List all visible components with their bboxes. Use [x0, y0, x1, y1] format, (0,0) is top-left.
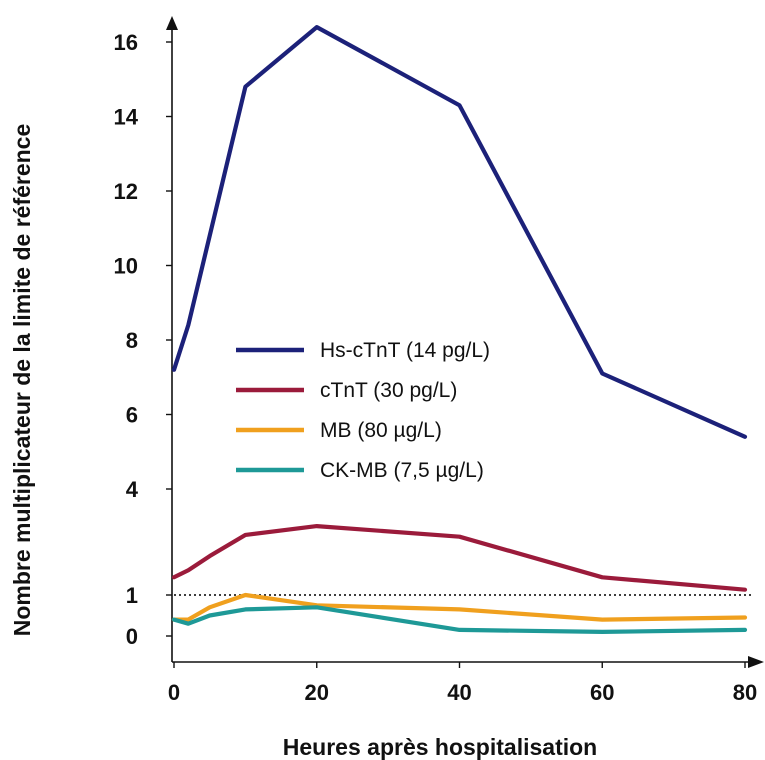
y-tick-label: 4	[126, 477, 139, 502]
y-tick-label: 10	[114, 254, 138, 279]
x-tick-label: 80	[733, 680, 757, 705]
legend-label-3: MB (80 µg/L)	[320, 419, 442, 442]
y-axis-arrow	[166, 16, 178, 30]
x-axis-title: Heures après hospitalisation	[283, 734, 597, 760]
y-tick-label: 1	[126, 583, 138, 608]
legend-label-4: CK-MB (7,5 µg/L)	[320, 459, 484, 482]
series-line-1	[171, 25, 748, 439]
x-tick-label: 20	[305, 680, 329, 705]
legend: Hs-cTnT (14 pg/L) cTnT (30 pg/L) MB (80 µg…	[236, 339, 490, 482]
legend-label-1: Hs-cTnT (14 pg/L)	[320, 339, 490, 362]
y-tick-label: 8	[126, 328, 138, 353]
x-tick-label: 40	[447, 680, 471, 705]
y-tick-label: 16	[114, 30, 138, 55]
y-axis-title: Nombre multiplicateur de la limite de ré…	[9, 124, 35, 637]
series-line-3	[171, 592, 748, 622]
y-tick-label: 6	[126, 403, 138, 428]
x-tick-label: 60	[590, 680, 614, 705]
y-tick-label: 14	[114, 105, 139, 130]
y-tick-label: 0	[126, 624, 138, 649]
x-tick-label: 0	[168, 680, 180, 705]
x-axis-arrow	[748, 656, 764, 668]
y-tick-label: 12	[114, 179, 138, 204]
axes	[166, 16, 764, 668]
legend-label-2: cTnT (30 pg/L)	[320, 379, 457, 402]
series-line-4	[171, 605, 748, 635]
series-line-2	[171, 523, 748, 592]
series-group	[171, 25, 748, 635]
